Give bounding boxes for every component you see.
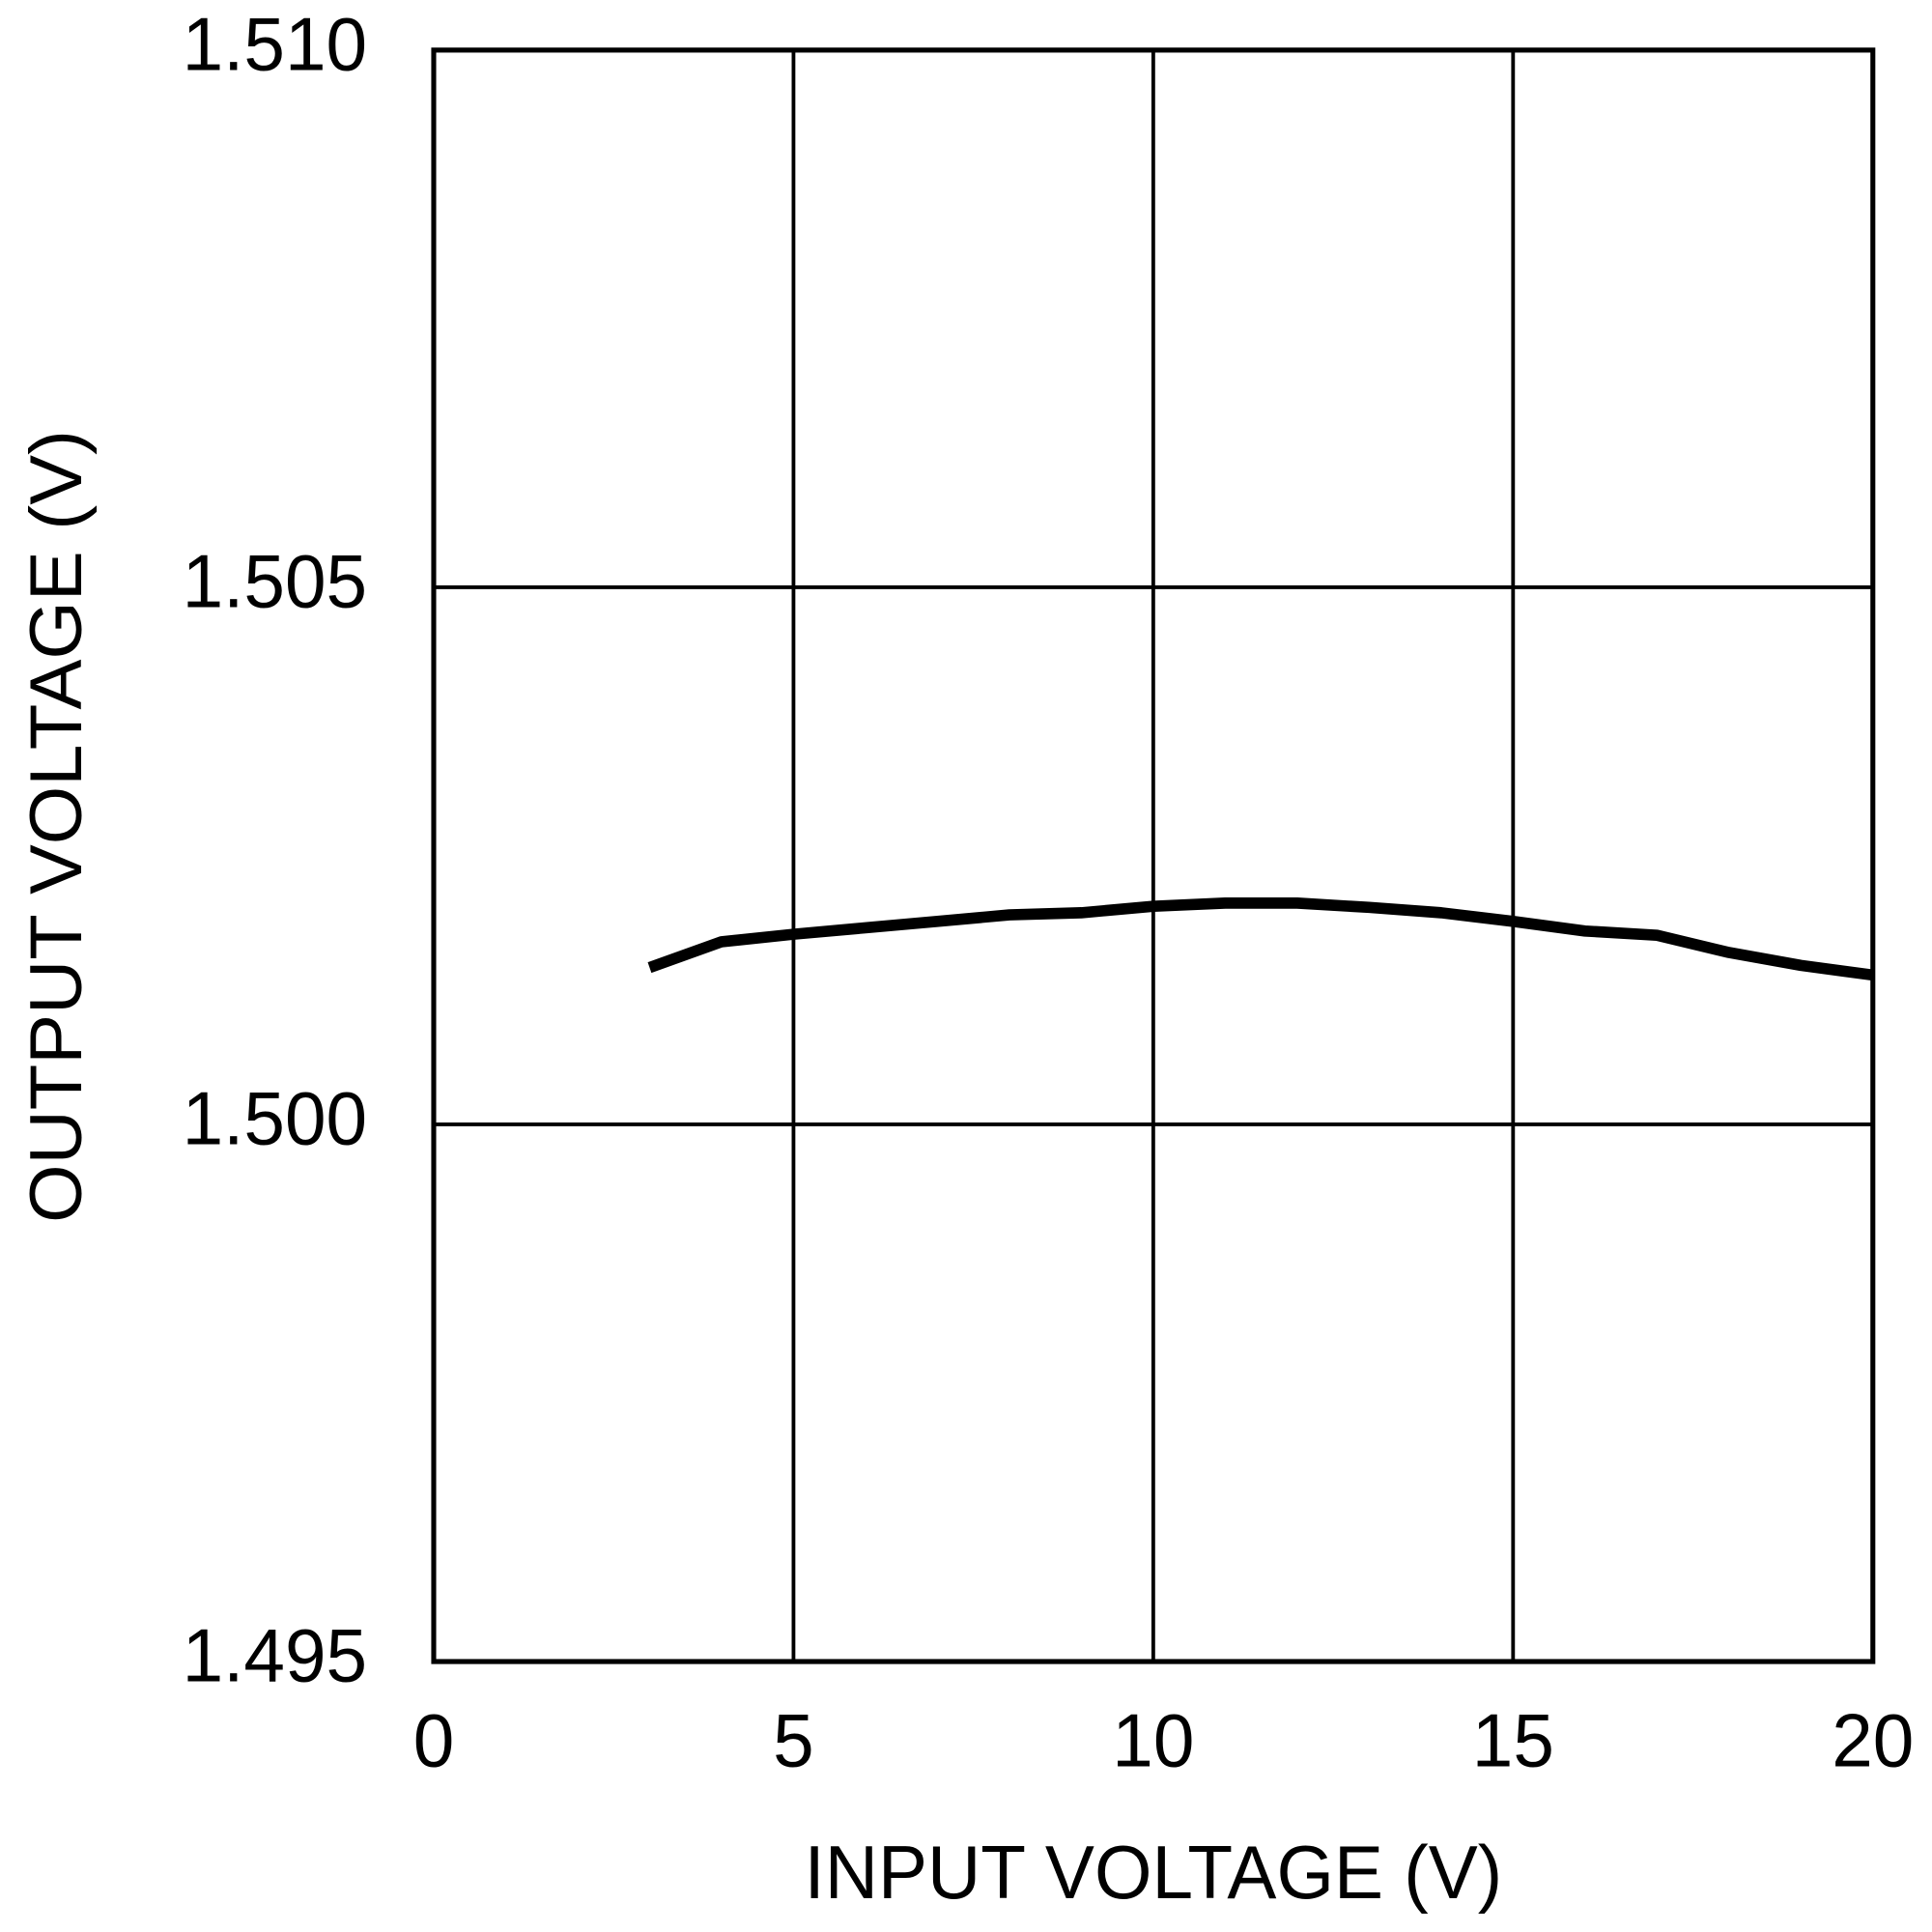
x-tick-label: 0 — [413, 1699, 455, 1783]
y-tick-label: 1.510 — [183, 3, 367, 87]
data-line — [647, 897, 1874, 981]
y-tick-label: 1.505 — [183, 540, 367, 624]
y-axis-label: OUTPUT VOLTAGE (V) — [15, 430, 98, 1223]
y-tick-label: 1.495 — [183, 1614, 367, 1698]
x-tick-label: 20 — [1832, 1699, 1914, 1783]
x-tick-label: 5 — [773, 1699, 814, 1783]
plot-frame — [431, 47, 1876, 1664]
x-tick-label: 15 — [1472, 1699, 1554, 1783]
y-tick-label: 1.500 — [183, 1077, 367, 1161]
x-axis-label: INPUT VOLTAGE (V) — [804, 1831, 1502, 1915]
x-tick-label: 10 — [1112, 1699, 1194, 1783]
